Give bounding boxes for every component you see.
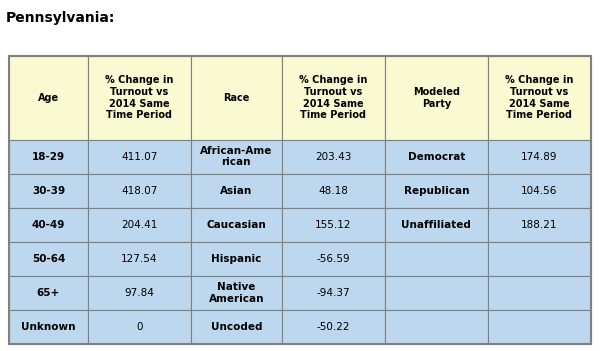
- Bar: [282, 56, 385, 140]
- Bar: [9, 242, 88, 276]
- Bar: [191, 276, 282, 310]
- Bar: [488, 310, 591, 344]
- Bar: [488, 174, 591, 208]
- Text: 40-49: 40-49: [32, 220, 65, 230]
- Bar: [488, 242, 591, 276]
- Bar: [88, 310, 191, 344]
- Bar: [88, 56, 191, 140]
- Text: 127.54: 127.54: [121, 254, 158, 264]
- Text: Democrat: Democrat: [408, 152, 465, 162]
- Bar: [282, 242, 385, 276]
- Text: 65+: 65+: [37, 288, 60, 298]
- Text: 0: 0: [136, 322, 143, 332]
- Bar: [282, 310, 385, 344]
- Text: Unaffiliated: Unaffiliated: [401, 220, 472, 230]
- Text: 418.07: 418.07: [121, 186, 158, 196]
- Text: 204.41: 204.41: [121, 220, 158, 230]
- Text: 155.12: 155.12: [315, 220, 352, 230]
- Text: Unknown: Unknown: [21, 322, 76, 332]
- Bar: [282, 140, 385, 174]
- Bar: [88, 276, 191, 310]
- Text: % Change in
Turnout vs
2014 Same
Time Period: % Change in Turnout vs 2014 Same Time Pe…: [299, 75, 368, 120]
- Bar: [191, 310, 282, 344]
- Bar: [88, 174, 191, 208]
- Bar: [9, 276, 88, 310]
- Text: African-Ame
rican: African-Ame rican: [200, 146, 272, 167]
- Bar: [385, 242, 488, 276]
- Bar: [488, 276, 591, 310]
- Bar: [385, 174, 488, 208]
- Text: -94.37: -94.37: [317, 288, 350, 298]
- Bar: [9, 174, 88, 208]
- Text: 174.89: 174.89: [521, 152, 558, 162]
- Text: Republican: Republican: [404, 186, 469, 196]
- Bar: [9, 310, 88, 344]
- Text: 188.21: 188.21: [521, 220, 558, 230]
- Bar: [191, 174, 282, 208]
- Text: Pennsylvania:: Pennsylvania:: [6, 11, 115, 25]
- Text: 48.18: 48.18: [319, 186, 348, 196]
- Bar: [191, 208, 282, 242]
- Bar: [88, 208, 191, 242]
- Text: 30-39: 30-39: [32, 186, 65, 196]
- Text: 18-29: 18-29: [32, 152, 65, 162]
- Text: Modeled
Party: Modeled Party: [413, 87, 460, 109]
- Bar: [191, 242, 282, 276]
- Text: Hispanic: Hispanic: [211, 254, 262, 264]
- Text: % Change in
Turnout vs
2014 Same
Time Period: % Change in Turnout vs 2014 Same Time Pe…: [505, 75, 574, 120]
- Bar: [488, 56, 591, 140]
- Text: 104.56: 104.56: [521, 186, 557, 196]
- Text: % Change in
Turnout vs
2014 Same
Time Period: % Change in Turnout vs 2014 Same Time Pe…: [105, 75, 173, 120]
- Bar: [9, 140, 88, 174]
- Bar: [88, 242, 191, 276]
- Bar: [9, 56, 591, 344]
- Text: -56.59: -56.59: [317, 254, 350, 264]
- Text: Caucasian: Caucasian: [206, 220, 266, 230]
- Text: -50.22: -50.22: [317, 322, 350, 332]
- Text: Race: Race: [223, 93, 250, 103]
- Bar: [385, 310, 488, 344]
- Text: 97.84: 97.84: [124, 288, 154, 298]
- Text: Native
American: Native American: [209, 282, 264, 304]
- Bar: [385, 208, 488, 242]
- Text: Asian: Asian: [220, 186, 253, 196]
- Bar: [282, 276, 385, 310]
- Bar: [385, 276, 488, 310]
- Text: 203.43: 203.43: [315, 152, 352, 162]
- Bar: [282, 208, 385, 242]
- Bar: [282, 174, 385, 208]
- Bar: [191, 56, 282, 140]
- Text: Age: Age: [38, 93, 59, 103]
- Text: 411.07: 411.07: [121, 152, 158, 162]
- Bar: [488, 208, 591, 242]
- Text: 50-64: 50-64: [32, 254, 65, 264]
- Bar: [385, 140, 488, 174]
- Bar: [191, 140, 282, 174]
- Bar: [488, 140, 591, 174]
- Bar: [9, 208, 88, 242]
- Bar: [9, 56, 88, 140]
- Bar: [88, 140, 191, 174]
- Text: Uncoded: Uncoded: [211, 322, 262, 332]
- Bar: [385, 56, 488, 140]
